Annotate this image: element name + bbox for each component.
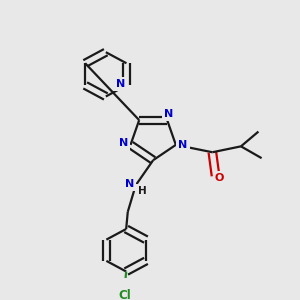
Text: N: N <box>125 179 134 189</box>
Text: N: N <box>178 140 188 150</box>
Text: N: N <box>164 109 173 119</box>
Text: N: N <box>116 79 125 89</box>
Text: N: N <box>119 138 128 148</box>
Text: H: H <box>138 186 147 196</box>
Text: O: O <box>215 173 224 183</box>
Text: Cl: Cl <box>118 289 131 300</box>
